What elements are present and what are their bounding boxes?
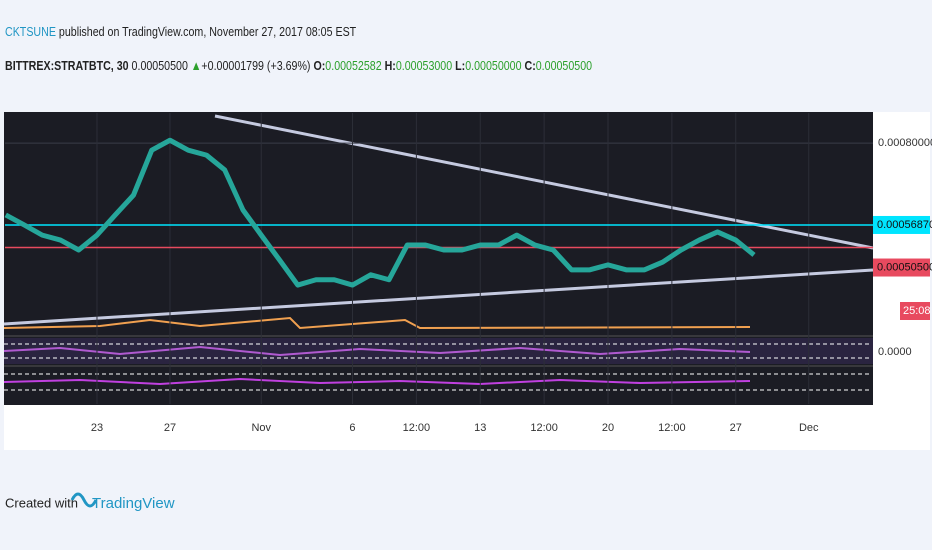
x-tick-label: Nov: [251, 422, 271, 434]
publish-line: CKTSUNE published on TradingView.com, No…: [5, 24, 356, 39]
logo: [70, 492, 98, 508]
x-tick-label: 27: [164, 422, 176, 434]
volume: [3, 316, 751, 330]
price-axis-bg: [873, 112, 930, 450]
x-tick-label: Dec: [799, 422, 819, 434]
y-tick-label: 0.00080000: [878, 137, 932, 149]
change: +0.00001799 (+3.69%): [201, 58, 311, 73]
oscillator: [3, 345, 751, 357]
price-label: 0.00056870: [877, 219, 932, 231]
close: 0.00050500: [535, 58, 593, 73]
x-tick-label: 12:00: [658, 422, 686, 434]
x-tick-label: 12:00: [530, 422, 558, 434]
x-tick-label: 23: [91, 422, 103, 434]
open-label: O:: [313, 58, 326, 73]
footer-text: Created with: [5, 495, 78, 510]
oscillator-pane: [4, 338, 873, 364]
x-tick-label: 6: [349, 422, 355, 434]
last-price: 0.00050500: [131, 58, 188, 73]
footer-brand[interactable]: TradingView: [92, 495, 175, 512]
trend-line: [3, 268, 874, 326]
price-line-series: [4, 137, 756, 288]
countdown-bg: [900, 302, 930, 320]
trend-line: [214, 114, 874, 250]
price-label-bg: [873, 258, 930, 277]
published: published on TradingView.com, November 2…: [58, 24, 357, 39]
pane-label: 0.0000: [878, 346, 912, 358]
author[interactable]: CKTSUNE: [5, 24, 56, 39]
x-tick-label: 27: [730, 422, 742, 434]
price-label: 0.00050500: [877, 261, 932, 273]
x-tick-label: 20: [602, 422, 614, 434]
high: 0.00053000: [395, 58, 453, 73]
low-label: L:: [455, 58, 466, 73]
low: 0.00050000: [465, 58, 522, 73]
high-label: H:: [384, 58, 396, 73]
symbol: BITTREX:STRATBTC, 30: [5, 58, 129, 73]
countdown: 25:08: [903, 305, 931, 317]
rsi: [3, 377, 751, 386]
price-label-bg: [873, 215, 930, 234]
x-tick-label: 13: [474, 422, 486, 434]
time-axis-bg: [4, 405, 873, 450]
symbol-line: BITTREX:STRATBTC, 30 0.00050500 ▲+0.0000…: [5, 58, 592, 73]
x-tick-label: 12:00: [403, 422, 431, 434]
open: 0.00052582: [325, 58, 382, 73]
chart-bg: [4, 112, 930, 450]
up-arrow: ▲: [190, 58, 202, 73]
close-label: C:: [524, 58, 536, 73]
